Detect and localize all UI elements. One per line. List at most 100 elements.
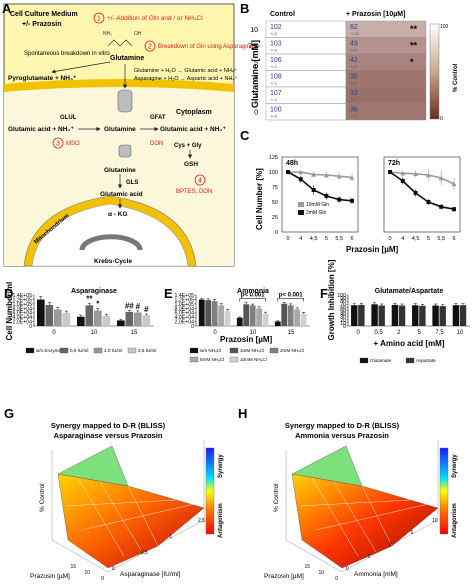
- bar: [452, 305, 460, 326]
- nh2-label: NH₂: [103, 31, 112, 37]
- panel-h: Synergy mapped to D-R (BLISS)Ammonia ver…: [264, 421, 458, 582]
- significance-mark: **: [410, 41, 418, 51]
- legend-swatch: [189, 356, 199, 363]
- y-tick-label: 8,0E+04: [175, 306, 195, 312]
- eq2-text: Asparagine + H₂O → Aspartic acid + NH₄⁺: [134, 75, 238, 82]
- surface-ytick: 10: [432, 518, 438, 524]
- bracket-label: p< 0.001: [241, 293, 266, 299]
- legend-label: w/o Enzyme: [36, 348, 61, 353]
- significance-annotation: **: [86, 294, 93, 303]
- prazosin-sd: +/-3: [350, 114, 358, 119]
- pyroglutamate-text: Pyroglutamate + NH₄⁺: [8, 75, 77, 82]
- chart-title: Glutamate/Aspartate: [375, 288, 444, 295]
- panel-g: Synergy mapped to D-R (BLISS)Asparaginas…: [30, 421, 224, 582]
- c-point: [298, 169, 304, 175]
- bar: [256, 308, 263, 326]
- c-point: [337, 197, 342, 202]
- x-tick-label: 0,5: [374, 330, 383, 336]
- c-point: [400, 171, 406, 176]
- surface-box: [51, 440, 205, 573]
- legend-swatch: [229, 347, 239, 354]
- surface-xtick: 0: [101, 576, 104, 582]
- surface-xlabel: Prazosin [µM]: [30, 573, 70, 580]
- c-ytick: 75: [272, 185, 278, 191]
- surface-box: [285, 440, 439, 573]
- c-point: [439, 204, 444, 209]
- significance-annotation: ##: [125, 302, 134, 311]
- c-xtick: 0: [286, 236, 289, 242]
- legend-label: 2mM NH₄Cl: [280, 348, 304, 353]
- panel-f: 0102030405060708090100Glutamate/Aspartat…: [327, 259, 470, 364]
- x-tick-label: 15: [288, 330, 295, 336]
- surface-xtick: 10: [318, 570, 324, 576]
- prazosin-value: 42: [350, 57, 358, 64]
- heat-legend-max: 100: [440, 24, 449, 30]
- c-point: [349, 175, 355, 180]
- y-tick-label: 60: [340, 305, 346, 311]
- y-axis-label: Cell Number/ml: [5, 282, 14, 341]
- c-point: [425, 172, 431, 178]
- bar: [262, 313, 269, 326]
- prazosin-cell: [345, 53, 427, 71]
- heat-legend-bar: [429, 23, 440, 120]
- step2-marker: [144, 40, 156, 52]
- legend-swatch: [59, 347, 69, 354]
- bar: [274, 321, 281, 326]
- c-series-line: [287, 171, 353, 202]
- bar: [412, 305, 419, 326]
- dose-response-surface: [291, 473, 439, 569]
- c-ytick: 125: [269, 155, 278, 161]
- c-point: [413, 171, 419, 176]
- surface-ytick: 0: [112, 566, 115, 572]
- c-ylabel: Cell Number [%]: [255, 168, 264, 230]
- control-sd: +/-4: [270, 97, 278, 102]
- surface-grid-line: [315, 503, 429, 531]
- y-tick-label: 40: [340, 312, 346, 318]
- surface-title: Synergy mapped to D-R (BLISS): [285, 421, 400, 430]
- surface-ytick: 0,5: [141, 550, 148, 556]
- gln-row-label: 2: [254, 77, 258, 84]
- c-series-line: [389, 171, 455, 185]
- prazosin-sd: +/-1: [350, 97, 358, 102]
- surface-grid-line: [65, 499, 177, 507]
- bar: [117, 320, 125, 326]
- c-xtick: 6: [350, 236, 353, 242]
- legend-label: 1,0 IU/ml: [104, 348, 122, 353]
- legend-label: 2,5 IU/ml: [138, 348, 156, 353]
- c-point: [311, 172, 317, 177]
- surface-ylabel: Ammonia [mM]: [354, 571, 398, 578]
- step3-marker: [52, 137, 64, 149]
- control-sd: +/-1: [270, 81, 278, 86]
- surface-ylabel: Asparaginase [IU/ml]: [120, 571, 181, 578]
- synergy-colorbar: [439, 447, 449, 535]
- prazosin-value: 33: [350, 90, 358, 97]
- prazosin-cell: [345, 103, 427, 121]
- legend-swatch: [25, 347, 35, 354]
- panel-b-col-prazosin: + Prazosin [10µM]: [346, 11, 405, 18]
- panel-d: 02,0E+044,0E+046,0E+048,0E+041,0E+051,2E…: [5, 282, 156, 354]
- legend-label: 5mM NH₄Cl: [200, 357, 224, 362]
- significance-annotation: *: [96, 300, 100, 309]
- legend-swatch: [359, 357, 369, 364]
- c-panel-title: 72h: [388, 160, 400, 167]
- bar: [62, 312, 71, 326]
- surface-ytick: 5: [411, 530, 414, 536]
- surface-grid-line: [299, 499, 411, 507]
- panel-e: 02,0E+044,0E+046,0E+048,0E+041,0E+051,2E…: [175, 288, 310, 363]
- bar: [224, 311, 231, 326]
- c-legend-label: 10mM Gln: [306, 202, 329, 208]
- bar: [300, 313, 307, 326]
- c-point: [400, 179, 405, 183]
- y-tick-label: 4,0E+04: [13, 315, 33, 321]
- bar: [371, 304, 378, 326]
- c-xlabel: Prazosin [µM]: [346, 245, 399, 254]
- surface-ytick: 2: [389, 542, 392, 548]
- krebs-label: Krebs-Cycle: [94, 258, 132, 265]
- colorbar-top-label: Synergy: [452, 454, 458, 478]
- c-xtick: 4,5: [412, 236, 420, 242]
- bar: [281, 303, 288, 326]
- glutamic-nh4-left: Glutamic acid + NH₄⁺: [8, 126, 75, 133]
- bar: [249, 305, 256, 326]
- panel-letter-g: G: [4, 406, 14, 421]
